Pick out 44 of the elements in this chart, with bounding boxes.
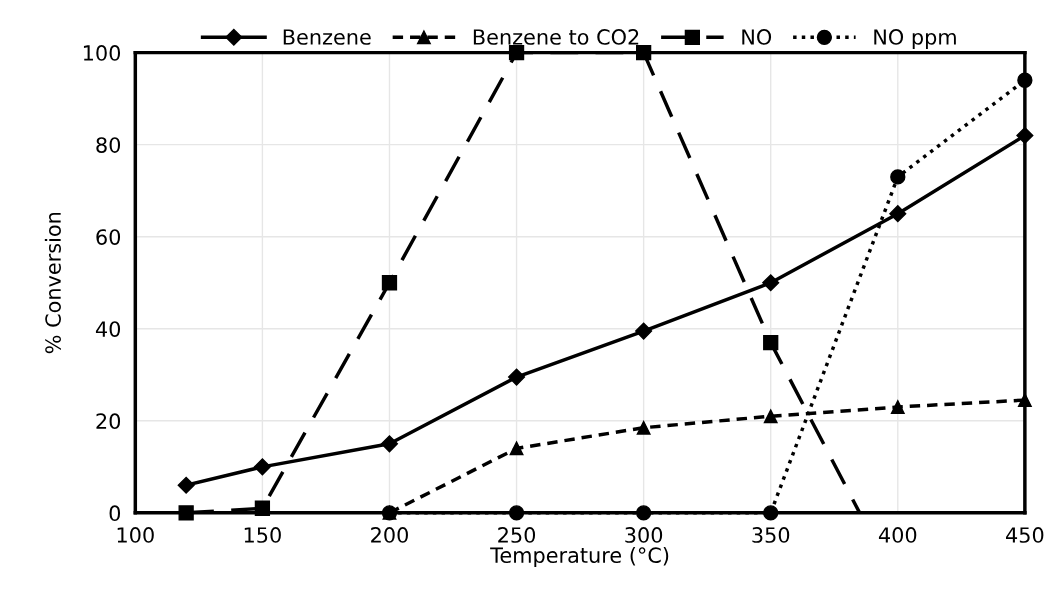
x-tick-label: 350 (752, 527, 790, 543)
legend-label: NO ppm (874, 29, 956, 49)
point (890, 400, 905, 414)
y-tick-label: 0 (109, 505, 121, 522)
y-tick-label: 80 (96, 137, 121, 153)
point (762, 274, 780, 292)
legend-label: Benzene to CO2 (473, 29, 639, 45)
point (763, 334, 779, 351)
x-tick-label: 100 (117, 527, 154, 543)
legend-label: NO (742, 29, 772, 45)
x-tick-label: 150 (244, 527, 281, 543)
point (889, 205, 907, 223)
point (635, 322, 653, 340)
point (178, 505, 194, 521)
point (509, 441, 524, 456)
point (635, 505, 652, 521)
x-tick-label: 250 (498, 527, 536, 543)
point (254, 500, 271, 516)
y-tick-label: 40 (95, 321, 121, 337)
y-tick-label: 20 (96, 413, 121, 430)
x-tick-label: 450 (1006, 527, 1044, 543)
x-tick-label: 200 (371, 527, 408, 543)
point (890, 169, 906, 185)
x-tick-label: 400 (878, 527, 917, 543)
legend-label: Benzene (283, 29, 371, 45)
point (508, 368, 526, 386)
y-axis-title: % Conversion (44, 212, 61, 354)
point (177, 476, 195, 494)
point (635, 44, 652, 61)
y-tick-label: 60 (96, 229, 121, 245)
point (380, 435, 399, 453)
point (508, 44, 525, 61)
x-tick-label: 300 (625, 527, 663, 543)
point (253, 458, 271, 476)
point (508, 505, 525, 521)
point (763, 409, 778, 424)
point (381, 275, 398, 291)
y-tick-label: 100 (83, 45, 121, 61)
x-axis-title: Temperature (°C) (490, 546, 669, 568)
point (1016, 126, 1034, 145)
point (1017, 72, 1033, 88)
point (1017, 393, 1032, 408)
point (763, 505, 779, 521)
point (636, 420, 651, 435)
